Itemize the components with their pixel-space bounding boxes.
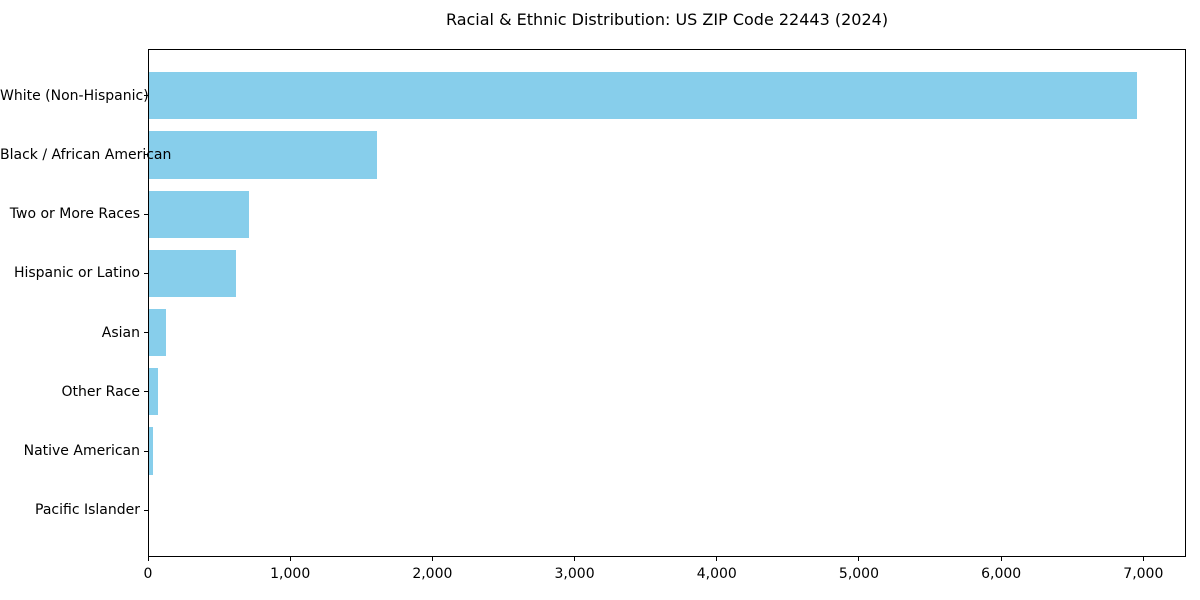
x-tick-label: 2,000: [412, 566, 453, 582]
x-tick-label: 4,000: [696, 566, 737, 582]
x-tick-mark: [716, 557, 718, 561]
x-tick-mark: [431, 557, 433, 561]
y-tick-label: Hispanic or Latino: [13, 265, 140, 282]
x-tick-mark: [147, 557, 149, 561]
x-tick-mark: [1142, 557, 1144, 561]
bar: [149, 249, 236, 298]
y-tick-label: Pacific Islander: [35, 502, 140, 519]
x-tick-mark: [574, 557, 576, 561]
x-tick-mark: [289, 557, 291, 561]
y-tick-label: Two or More Races: [9, 206, 140, 223]
bar: [149, 131, 378, 179]
bar: [149, 190, 250, 238]
bar: [149, 72, 1138, 120]
x-tick-label: 7,000: [1123, 566, 1164, 582]
chart-title: Racial & Ethnic Distribution: US ZIP Cod…: [445, 10, 889, 29]
x-tick-label: 6,000: [981, 566, 1022, 582]
y-tick-label: Native American: [23, 443, 140, 460]
x-tick-label: 1,000: [270, 566, 311, 582]
y-tick-label: Other Race: [61, 383, 140, 400]
y-tick-label: Black / African American: [0, 146, 172, 163]
bar: [149, 427, 153, 475]
x-tick-label: 3,000: [554, 566, 595, 582]
x-tick-mark: [858, 557, 860, 561]
bar: [149, 308, 167, 357]
x-tick-mark: [1000, 557, 1002, 561]
y-tick-label: Asian: [101, 324, 140, 341]
plot-area: [148, 49, 1186, 557]
y-tick-label: White (Non-Hispanic): [0, 87, 149, 104]
x-tick-label: 0: [143, 566, 153, 582]
bar: [149, 368, 158, 416]
x-tick-label: 5,000: [838, 566, 879, 582]
